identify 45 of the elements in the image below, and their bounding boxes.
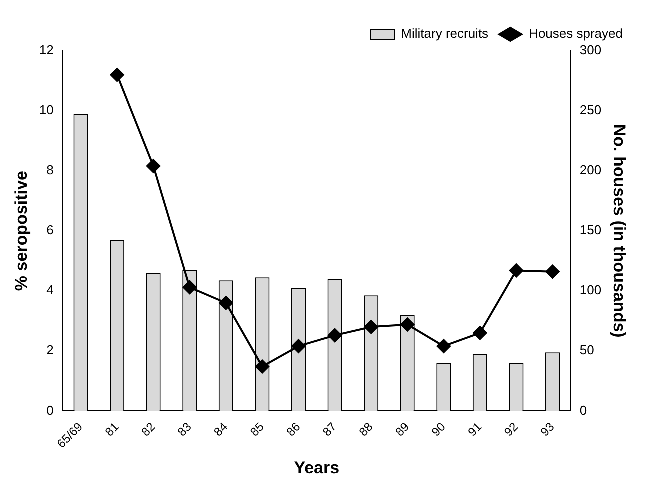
point [182, 280, 197, 295]
x-tick-label: 91 [465, 420, 485, 440]
x-tick-label: 86 [284, 420, 304, 440]
y2-tick-label: 250 [580, 102, 602, 118]
point [473, 326, 488, 340]
point [400, 318, 415, 332]
point [292, 339, 306, 354]
point [146, 159, 161, 174]
y2-tick-label: 0 [580, 402, 588, 418]
y2-tick-label: 50 [580, 342, 594, 358]
x-tick-label: 90 [429, 420, 449, 440]
point [328, 328, 342, 343]
point [546, 264, 560, 279]
legend-label: Military recruits [401, 26, 490, 42]
x-tick-label: 87 [320, 420, 340, 440]
point [255, 360, 270, 374]
x-tick-label: 92 [502, 420, 522, 440]
x-tick-label: 83 [174, 420, 195, 440]
x-tick-label: 88 [356, 420, 376, 440]
y-tick-label: 8 [46, 162, 54, 178]
x-tick-label: 89 [392, 420, 412, 440]
point [509, 264, 524, 278]
point [219, 296, 234, 310]
point [364, 320, 378, 334]
y2-tick-label: 150 [580, 222, 602, 238]
x-tick-label: 85 [248, 420, 268, 440]
y2-axis-title: No. houses (in thousands) [610, 124, 630, 338]
y-tick-label: 12 [39, 42, 54, 58]
y2-tick-label: 100 [580, 282, 602, 298]
y-tick-label: 10 [39, 102, 54, 118]
x-tick-label: 93 [538, 420, 558, 440]
y2-tick-label: 300 [580, 42, 602, 58]
y-axis-title: % seropositive [12, 171, 31, 292]
legend-label: Houses sprayed [529, 26, 624, 42]
x-tick-label: 81 [102, 420, 122, 440]
x-tick-label: 82 [138, 420, 158, 440]
y-tick-label: 4 [46, 282, 54, 298]
y2-tick-label: 200 [580, 162, 602, 178]
y-tick-label: 2 [46, 342, 54, 358]
point [436, 339, 451, 354]
x-tick-label: 84 [211, 420, 231, 440]
x-axis-title: Years [294, 458, 340, 478]
point [110, 68, 124, 82]
y-tick-label: 6 [46, 222, 54, 238]
y-tick-label: 0 [46, 402, 54, 418]
